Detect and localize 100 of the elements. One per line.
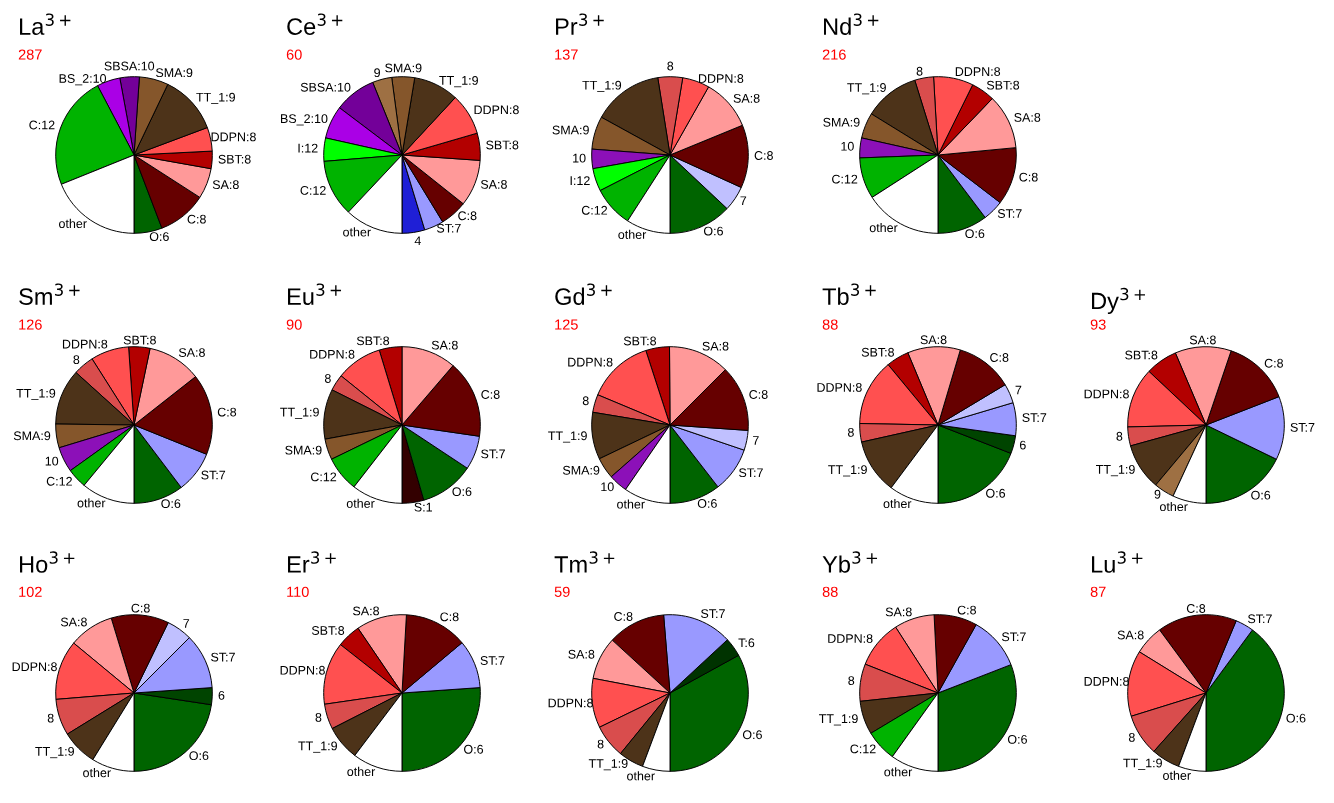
chart-subtitle: 60 (286, 49, 302, 60)
slice-label: C:8 (187, 214, 206, 224)
slice-label: TT_1:9 (588, 759, 628, 771)
slice-label: DDPN:8 (62, 339, 108, 349)
slice-label: TT_1:9 (298, 741, 337, 753)
slice-label: TT_1:9 (1123, 758, 1162, 770)
slice-label: BS_2:10 (59, 74, 107, 86)
chart-subtitle: 93 (1090, 319, 1106, 330)
slice-label: C:12 (46, 476, 72, 486)
slice-label: I:12 (570, 176, 590, 185)
slice-label: SA:8 (920, 335, 947, 345)
slice-label: C:8 (614, 612, 633, 621)
slice-label: SA:8 (212, 180, 239, 190)
slice-label: SMA:9 (285, 445, 322, 455)
slice-label: 8 (847, 427, 854, 437)
slice-label: O:6 (189, 751, 209, 761)
slice-label: 7 (740, 196, 747, 206)
slice-label: S:1 (414, 502, 432, 512)
slice-label: O:6 (1251, 490, 1271, 500)
chart-title: La$^{3+}$ (20, 13, 71, 35)
slice-label: C:8 (1186, 604, 1206, 613)
slice-label: SA:8 (1189, 335, 1216, 345)
slice-label: 8 (1128, 732, 1135, 742)
slice-label: other (77, 498, 106, 508)
slice-label: O:6 (1286, 713, 1306, 723)
slice-label: other (1163, 770, 1191, 780)
slice-label: 10 (573, 153, 586, 163)
slice-label: O:6 (161, 499, 181, 509)
slice-label: O:6 (742, 730, 762, 740)
chart-subtitle: 126 (19, 319, 42, 330)
slice-label: other (869, 222, 898, 233)
slice-label: 6 (218, 690, 225, 700)
slice-label: SMA:9 (13, 431, 51, 441)
slice-label: ST:7 (211, 652, 235, 662)
chart-subtitle: 110 (287, 586, 309, 597)
slice-label: DDPN:8 (1084, 389, 1129, 399)
slice-label: SBT:8 (311, 626, 345, 635)
slice-label: O:6 (149, 232, 169, 241)
slice-label: 8 (47, 713, 54, 723)
slice-label: SBT:8 (356, 336, 390, 346)
slice-label: C:12 (29, 120, 55, 130)
slice-label: TT_1:9 (1096, 464, 1135, 477)
slice-label: ST:7 (1290, 422, 1315, 432)
slice-label: SBT:8 (123, 335, 156, 345)
slice-label: C:8 (1019, 172, 1038, 182)
slice-label: ST:7 (201, 470, 226, 480)
slice-label: 7 (753, 436, 759, 445)
slice-label: 10 (841, 141, 854, 151)
slice-label: SMA:9 (385, 63, 422, 73)
slice-label: DDPN:8 (474, 105, 519, 115)
slice-label: O:6 (697, 499, 717, 508)
chart-title: Pr$^{3+}$ (556, 13, 604, 35)
slice-label: 7 (183, 619, 190, 628)
slice-label: other (83, 768, 111, 778)
slice-label: SBT:8 (218, 154, 251, 164)
slice-label: SBT:8 (486, 140, 519, 150)
slice-label: 8 (916, 66, 923, 76)
slice-label: other (346, 498, 375, 508)
chart-subtitle: 216 (822, 49, 846, 60)
slice-label: C:8 (749, 390, 768, 399)
slice-label: C:8 (458, 211, 477, 221)
chart-title: Sm$^{3+}$ (19, 283, 80, 305)
chart-title: Er$^{3+}$ (288, 551, 336, 573)
slice-label: SMA:9 (562, 465, 600, 475)
slice-label: ST:7 (436, 223, 461, 233)
slice-label: C:8 (1264, 358, 1284, 368)
slice-label: ST:7 (997, 209, 1022, 218)
chart-subtitle: 125 (555, 319, 578, 330)
slice-label: 8 (1116, 431, 1123, 441)
chart-subtitle: 88 (822, 319, 838, 330)
slice-label: DDPN:8 (817, 383, 862, 392)
slice-label: 8 (73, 355, 80, 365)
slice-label: C:12 (300, 186, 326, 195)
chart-title: Ho$^{3+}$ (20, 551, 75, 573)
slice-label: other (1159, 501, 1188, 512)
chart-title: Dy$^{3+}$ (1092, 287, 1145, 314)
slice-label: I:12 (298, 143, 318, 153)
slice-label: T:6 (738, 638, 755, 648)
slice-label: 9 (374, 68, 380, 78)
slice-label: C:12 (850, 744, 876, 754)
slice-label: C:8 (754, 151, 773, 160)
slice-label: C:8 (131, 603, 150, 613)
slice-label: SA:8 (480, 179, 507, 189)
slice-label: other (627, 771, 655, 781)
chart-subtitle: 59 (554, 586, 570, 597)
slice-label: ST:7 (739, 468, 763, 478)
slice-label: TT_1:9 (196, 92, 235, 104)
slice-label: O:6 (464, 744, 484, 754)
slice-label: SA:8 (885, 607, 912, 617)
slice-label: 8 (582, 396, 589, 406)
chart-title: Gd$^{3+}$ (555, 283, 612, 305)
slice-label: SA:8 (1117, 630, 1144, 640)
slice-label: 8 (848, 676, 855, 686)
slice-label: SA:8 (60, 617, 87, 627)
slice-label: O:6 (986, 488, 1006, 498)
slice-label: O:6 (452, 487, 472, 497)
slice-label: TT_1:9 (819, 714, 858, 726)
slice-label: C:8 (217, 407, 237, 417)
slice-label: SBT:8 (861, 347, 894, 357)
slice-label: 8 (597, 739, 604, 749)
